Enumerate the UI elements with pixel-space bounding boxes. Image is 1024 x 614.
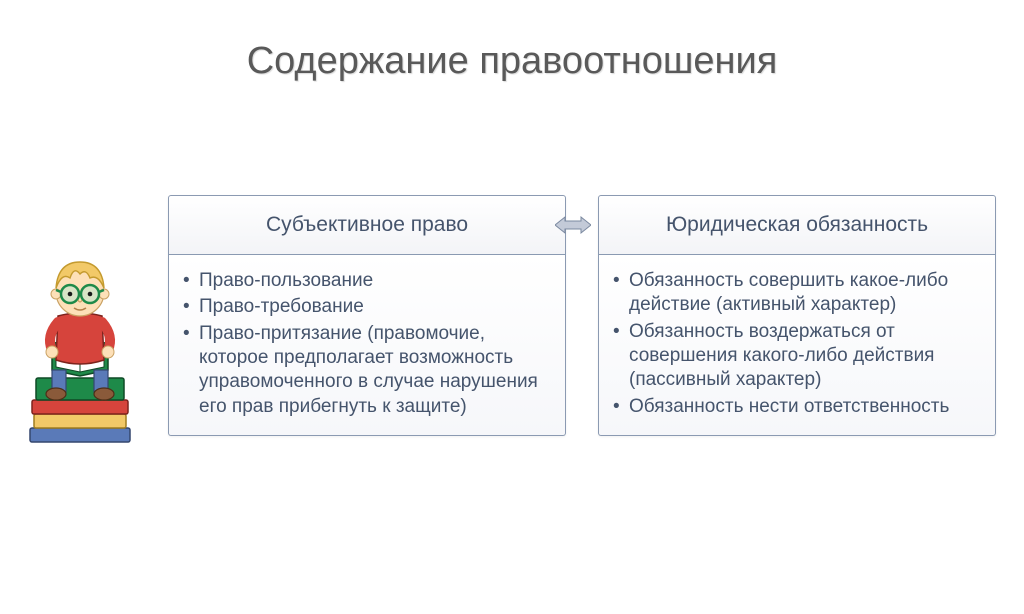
double-arrow-connector (555, 215, 591, 235)
list-item: Право-пользование (199, 269, 551, 293)
column-body-left: Право-пользование Право-требование Право… (168, 255, 566, 436)
list-item: Обязанность совершить какое-либо действи… (629, 269, 981, 318)
column-legal-duty: Юридическая обязанность Обязанность сове… (598, 195, 996, 436)
column-body-right: Обязанность совершить какое-либо действи… (598, 255, 996, 436)
column-subjective-right: Субъективное право Право-пользование Пра… (168, 195, 566, 436)
column-header-right: Юридическая обязанность (598, 195, 996, 255)
page-title: Содержание правоотношения (0, 40, 1024, 83)
list-item: Обязанность нести ответственность (629, 395, 981, 419)
cartoon-boy-on-books (12, 250, 152, 450)
list-item: Право-притязание (правомочие, которое пр… (199, 322, 551, 419)
column-header-left: Субъективное право (168, 195, 566, 255)
list-item: Право-требование (199, 295, 551, 319)
list-item: Обязанность воздержаться от совершения к… (629, 320, 981, 393)
